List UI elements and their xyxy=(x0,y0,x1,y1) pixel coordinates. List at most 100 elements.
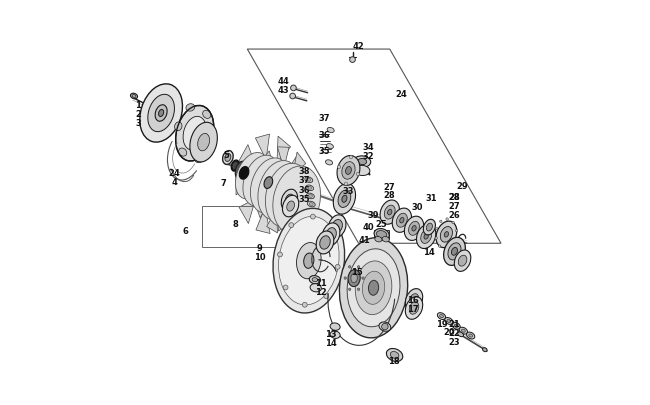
Polygon shape xyxy=(260,151,274,173)
Ellipse shape xyxy=(273,209,344,313)
Ellipse shape xyxy=(287,201,294,212)
Ellipse shape xyxy=(273,166,320,234)
Circle shape xyxy=(344,183,348,186)
Ellipse shape xyxy=(444,238,465,266)
Ellipse shape xyxy=(342,196,347,203)
Ellipse shape xyxy=(437,313,446,320)
Text: 24: 24 xyxy=(395,90,407,99)
Text: 11: 11 xyxy=(315,279,327,288)
Polygon shape xyxy=(296,175,311,193)
Ellipse shape xyxy=(342,162,355,180)
Ellipse shape xyxy=(410,294,419,307)
Ellipse shape xyxy=(305,177,313,183)
Text: 28: 28 xyxy=(448,192,460,201)
Text: 2: 2 xyxy=(135,110,141,119)
Ellipse shape xyxy=(235,153,269,199)
Ellipse shape xyxy=(354,156,370,168)
Polygon shape xyxy=(278,147,289,169)
Ellipse shape xyxy=(456,230,458,232)
Text: 19: 19 xyxy=(437,319,448,328)
Text: 4: 4 xyxy=(172,178,177,187)
Text: 37: 37 xyxy=(298,176,309,185)
Ellipse shape xyxy=(159,110,164,117)
Ellipse shape xyxy=(222,151,233,165)
Ellipse shape xyxy=(175,123,182,131)
Ellipse shape xyxy=(207,136,215,145)
Ellipse shape xyxy=(186,104,195,112)
Ellipse shape xyxy=(423,220,436,235)
Ellipse shape xyxy=(452,322,460,329)
Text: 31: 31 xyxy=(425,194,437,203)
Polygon shape xyxy=(284,157,301,177)
Ellipse shape xyxy=(131,94,138,100)
Ellipse shape xyxy=(281,190,298,211)
Ellipse shape xyxy=(458,332,463,337)
Polygon shape xyxy=(286,211,297,234)
Ellipse shape xyxy=(392,209,411,233)
Text: 14: 14 xyxy=(424,247,436,256)
Circle shape xyxy=(358,288,360,291)
Text: 36: 36 xyxy=(318,130,330,139)
Ellipse shape xyxy=(326,228,336,241)
Ellipse shape xyxy=(387,210,392,215)
Text: 23: 23 xyxy=(448,337,460,346)
Ellipse shape xyxy=(328,215,346,238)
Ellipse shape xyxy=(396,214,408,228)
Ellipse shape xyxy=(330,331,340,339)
Text: 26: 26 xyxy=(448,210,460,219)
Text: 34: 34 xyxy=(363,142,374,151)
Circle shape xyxy=(311,215,315,220)
Circle shape xyxy=(302,303,307,307)
Ellipse shape xyxy=(462,329,465,333)
Ellipse shape xyxy=(439,315,443,318)
Ellipse shape xyxy=(386,349,403,362)
Circle shape xyxy=(348,266,351,269)
Ellipse shape xyxy=(417,225,436,249)
Ellipse shape xyxy=(309,195,313,198)
Ellipse shape xyxy=(337,156,360,186)
Ellipse shape xyxy=(448,243,461,260)
Ellipse shape xyxy=(322,223,340,246)
Ellipse shape xyxy=(332,220,343,233)
Circle shape xyxy=(344,277,346,279)
Ellipse shape xyxy=(384,206,395,220)
Text: 37: 37 xyxy=(318,114,330,123)
Polygon shape xyxy=(239,145,256,168)
Ellipse shape xyxy=(285,195,294,206)
Ellipse shape xyxy=(469,334,473,337)
Ellipse shape xyxy=(452,222,454,224)
Ellipse shape xyxy=(438,245,441,248)
Ellipse shape xyxy=(379,322,391,331)
Ellipse shape xyxy=(330,323,340,330)
Ellipse shape xyxy=(426,224,432,231)
Polygon shape xyxy=(283,190,302,211)
Text: 3: 3 xyxy=(135,119,141,128)
Ellipse shape xyxy=(435,237,437,240)
Ellipse shape xyxy=(312,278,318,282)
Ellipse shape xyxy=(374,229,389,241)
Ellipse shape xyxy=(356,261,392,315)
Polygon shape xyxy=(374,231,389,240)
Ellipse shape xyxy=(225,154,231,162)
Ellipse shape xyxy=(454,250,471,272)
Ellipse shape xyxy=(155,105,167,122)
Circle shape xyxy=(362,277,364,279)
Ellipse shape xyxy=(454,324,458,328)
Polygon shape xyxy=(266,210,278,233)
Text: 39: 39 xyxy=(367,211,378,220)
Ellipse shape xyxy=(467,332,474,339)
Ellipse shape xyxy=(404,217,424,241)
Text: 30: 30 xyxy=(411,202,423,211)
Ellipse shape xyxy=(148,95,174,132)
Polygon shape xyxy=(276,206,291,232)
Ellipse shape xyxy=(390,352,399,358)
Ellipse shape xyxy=(406,289,423,311)
Ellipse shape xyxy=(482,348,487,352)
Circle shape xyxy=(290,94,296,100)
Polygon shape xyxy=(239,199,255,224)
Text: 27: 27 xyxy=(383,183,395,192)
Circle shape xyxy=(358,266,360,269)
Text: 18: 18 xyxy=(388,356,400,365)
Ellipse shape xyxy=(326,160,333,166)
Polygon shape xyxy=(254,173,269,190)
